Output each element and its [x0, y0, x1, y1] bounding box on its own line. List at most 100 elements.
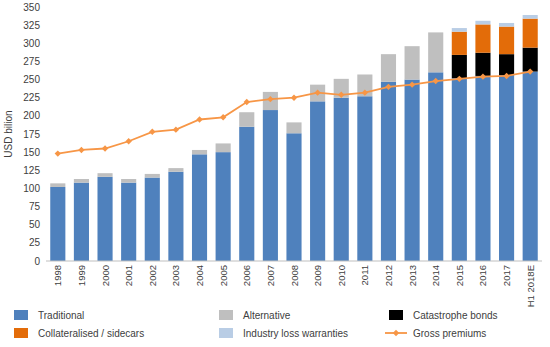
y-tick-label: 50: [29, 219, 41, 230]
bar: [405, 80, 420, 261]
x-tick-label: 1998: [52, 265, 63, 286]
x-tick-label: 2015: [454, 265, 465, 286]
marker: [385, 84, 391, 90]
marker: [173, 126, 179, 132]
y-tick-label: 250: [23, 74, 40, 85]
x-tick-label: 2008: [289, 265, 300, 286]
line: [58, 72, 530, 154]
y-tick-label: 150: [23, 147, 40, 158]
bar: [286, 122, 301, 133]
marker: [338, 92, 344, 98]
x-tick-label: 2011: [359, 265, 370, 285]
x-tick-label: 2000: [100, 265, 111, 286]
x-tick-label: 2009: [312, 265, 323, 286]
bar: [475, 53, 490, 76]
marker: [267, 96, 273, 102]
bar: [499, 75, 514, 261]
bar: [192, 150, 207, 154]
x-tick-label: 2001: [123, 265, 134, 286]
plot-area: [50, 15, 537, 261]
x-tick-label: 2004: [194, 265, 205, 286]
legend-entry: Industry loss warranties: [219, 328, 348, 339]
legend-marker: [393, 330, 399, 336]
legend-swatch: [219, 328, 233, 338]
bar: [121, 183, 136, 261]
marker: [503, 73, 509, 79]
bar: [168, 168, 183, 172]
marker: [55, 150, 61, 156]
bar: [381, 54, 396, 82]
x-tick-label: 2016: [477, 265, 488, 286]
marker: [244, 99, 250, 105]
marker: [125, 138, 131, 144]
legend-label: Gross premiums: [413, 328, 486, 339]
y-tick-label: 100: [23, 183, 40, 194]
legend-entry: Collateralised / sidecars: [14, 328, 144, 339]
bar: [97, 177, 112, 261]
x-tick-label: H1 2018E: [525, 265, 536, 307]
bar: [428, 32, 443, 72]
bar: [452, 32, 467, 55]
y-tick-label: 200: [23, 110, 40, 121]
y-tick-label: 0: [34, 256, 40, 267]
bar: [74, 183, 89, 261]
bar: [499, 27, 514, 55]
y-axis-label: USD bilion: [3, 110, 14, 157]
y-tick-label: 225: [23, 92, 40, 103]
bar: [381, 82, 396, 261]
bar: [50, 183, 65, 187]
bar: [168, 172, 183, 261]
marker: [102, 145, 108, 151]
bar: [499, 54, 514, 75]
bar: [50, 187, 65, 261]
x-tick-label: 2017: [501, 265, 512, 286]
legend-swatch: [14, 310, 28, 320]
bar: [286, 133, 301, 261]
bar: [499, 23, 514, 27]
y-tick-label: 325: [23, 20, 40, 31]
bar: [475, 76, 490, 261]
marker: [456, 76, 462, 82]
marker: [362, 89, 368, 95]
chart: 0255075100125150175200225250275300325350…: [0, 0, 550, 347]
bar: [523, 19, 538, 48]
legend-entry: Gross premiums: [385, 328, 486, 339]
bar: [216, 152, 231, 261]
legend-entry: Alternative: [219, 310, 291, 321]
bar: [475, 24, 490, 52]
bar: [145, 174, 160, 178]
y-tick-label: 25: [29, 237, 41, 248]
bar: [145, 178, 160, 261]
y-tick-label: 75: [29, 201, 41, 212]
x-tick-label: 2010: [336, 265, 347, 286]
legend-label: Alternative: [243, 310, 291, 321]
marker: [196, 116, 202, 122]
x-tick-label: 2003: [170, 265, 181, 286]
legend-label: Catastrophe bonds: [413, 310, 498, 321]
bar: [523, 72, 538, 261]
legend-swatch: [389, 310, 403, 320]
bar: [239, 127, 254, 261]
bar: [121, 179, 136, 183]
marker: [527, 68, 533, 74]
bar: [74, 179, 89, 183]
marker: [149, 129, 155, 135]
bar: [192, 154, 207, 261]
bar: [334, 98, 349, 261]
bar: [523, 48, 538, 72]
legend-swatch: [219, 310, 233, 320]
bar: [97, 173, 112, 177]
marker: [220, 114, 226, 120]
bar: [523, 15, 538, 19]
x-axis: [46, 261, 542, 262]
bar: [310, 101, 325, 261]
marker: [314, 89, 320, 95]
x-tick-label: 2005: [218, 265, 229, 286]
bar: [357, 96, 372, 261]
legend-entry: Catastrophe bonds: [389, 310, 498, 321]
legend-label: Traditional: [38, 310, 84, 321]
y-tick-label: 125: [23, 165, 40, 176]
y-tick-label: 300: [23, 38, 40, 49]
marker: [409, 81, 415, 87]
x-tick-label: 2012: [383, 265, 394, 286]
